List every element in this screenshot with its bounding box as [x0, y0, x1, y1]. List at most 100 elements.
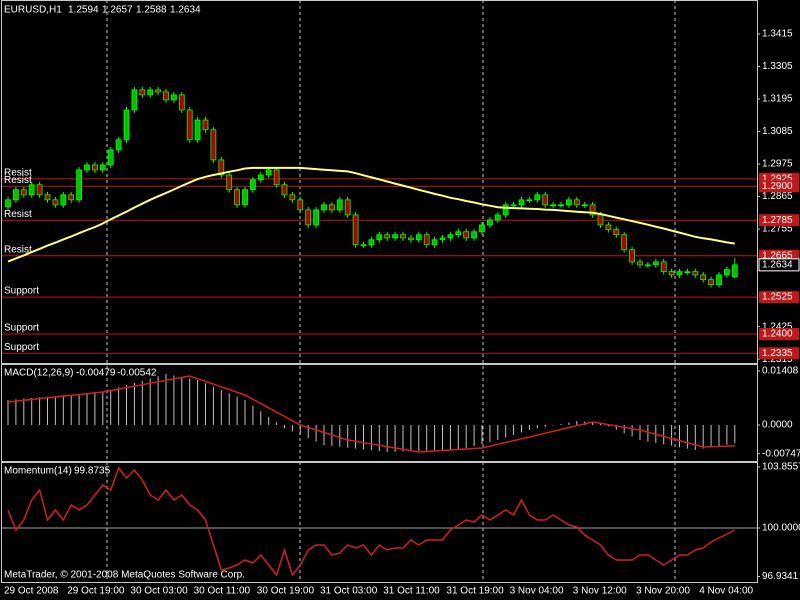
candle-body	[92, 164, 98, 171]
macd-bar	[710, 424, 712, 448]
x-tick-label: 30 Oct 03:00	[130, 586, 188, 597]
macd-bar	[39, 397, 41, 425]
macd-bar	[615, 424, 617, 430]
y-tick-label: 103.8557	[762, 462, 800, 473]
candle-body	[494, 214, 501, 221]
level-price-box	[759, 291, 799, 304]
x-tick-label: 3 Nov 04:00	[510, 586, 564, 597]
candle-body	[486, 219, 493, 226]
candle-body	[107, 149, 114, 166]
candle-body	[12, 189, 19, 201]
candle-body	[510, 204, 517, 207]
macd-bar	[291, 424, 293, 432]
candle-body	[637, 261, 643, 266]
level-price: 1.2335	[762, 348, 793, 359]
x-tick-label: 31 Oct 19:00	[446, 586, 504, 597]
macd-panel-frame	[1, 364, 758, 462]
macd-bar	[94, 392, 96, 425]
candle-body	[534, 194, 541, 201]
candle-body	[463, 231, 470, 239]
macd-bar	[686, 424, 688, 449]
copyright: MetaTrader, © 2001-2008 MetaQuotes Softw…	[4, 570, 245, 581]
macd-bar	[536, 424, 538, 429]
macd-bar	[31, 397, 33, 425]
level-price: 1.2925	[762, 173, 793, 184]
candle-body	[471, 231, 478, 239]
candle-body	[139, 89, 146, 96]
candle-body	[234, 189, 241, 206]
candle-body	[479, 224, 485, 233]
y-tick-label: 1.2755	[762, 224, 793, 235]
macd-bar	[133, 382, 135, 425]
y-tick-label: 1.2865	[762, 191, 793, 202]
candle-body	[336, 199, 343, 211]
x-tick-label: 31 Oct 03:00	[320, 586, 378, 597]
level-label: Support	[4, 323, 39, 334]
candle-body	[708, 279, 714, 286]
macd-bar	[141, 380, 143, 425]
macd-bar	[268, 416, 270, 425]
level-label: Resist	[4, 209, 32, 220]
level-label: Support	[4, 286, 39, 297]
candle-body	[178, 94, 185, 111]
y-tick-label: 0.01408	[762, 366, 799, 377]
candle-body	[52, 199, 59, 206]
candle-body	[566, 199, 572, 206]
candle-body	[629, 249, 635, 263]
candle-body	[60, 194, 67, 206]
candle-body	[321, 204, 327, 211]
macd-bar	[426, 424, 428, 451]
candle-body	[684, 271, 691, 274]
candle-body	[313, 209, 320, 226]
candle-body	[76, 169, 82, 201]
candle-body	[550, 204, 556, 207]
candle-body	[558, 204, 564, 207]
candle-body	[392, 234, 399, 239]
candle-body	[249, 179, 256, 191]
macd-bar	[7, 399, 9, 425]
candle-body	[273, 169, 280, 186]
header-high: 1.2657	[102, 5, 133, 16]
macd-bar	[86, 393, 88, 425]
candle-body	[597, 214, 604, 226]
macd-bar	[481, 424, 483, 444]
macd-bar	[149, 378, 151, 425]
macd-bar	[386, 424, 388, 452]
x-tick-label: 31 Oct 11:00	[383, 586, 440, 597]
candle-body	[155, 89, 162, 93]
y-tick-label: 100.0000	[762, 523, 800, 534]
candle-body	[731, 264, 738, 278]
candle-body	[68, 194, 75, 201]
candle-body	[431, 239, 438, 246]
candle-body	[605, 224, 612, 231]
level-price-box	[759, 328, 799, 341]
x-tick-label: 30 Oct 19:00	[257, 586, 315, 597]
candle-body	[589, 204, 596, 216]
macd-bar	[663, 424, 665, 445]
y-tick-label: 1.3415	[762, 29, 793, 40]
macd-bar	[552, 424, 554, 426]
macd-bar	[197, 379, 199, 425]
macd-bar	[544, 424, 546, 427]
level-label: Resist	[4, 175, 32, 186]
y-tick-label: 1.2975	[762, 159, 793, 170]
level-price-box	[759, 214, 799, 227]
x-tick-label: 3 Nov 20:00	[636, 586, 690, 597]
candle-body	[660, 261, 667, 273]
macd-bar	[560, 423, 562, 425]
candle-body	[265, 169, 272, 176]
level-price: 1.2900	[762, 181, 793, 192]
level-price: 1.2665	[762, 250, 793, 261]
macd-bar	[276, 422, 278, 425]
macd-bar	[394, 424, 396, 452]
level-price: 1.2785	[762, 215, 793, 226]
candle-body	[613, 229, 620, 236]
macd-bar	[623, 424, 625, 434]
macd-bar	[442, 424, 443, 451]
y-tick-label: 96.9341	[762, 571, 799, 582]
candle-body	[716, 274, 722, 286]
macd-bar	[347, 424, 349, 448]
macd-bar	[528, 424, 530, 430]
